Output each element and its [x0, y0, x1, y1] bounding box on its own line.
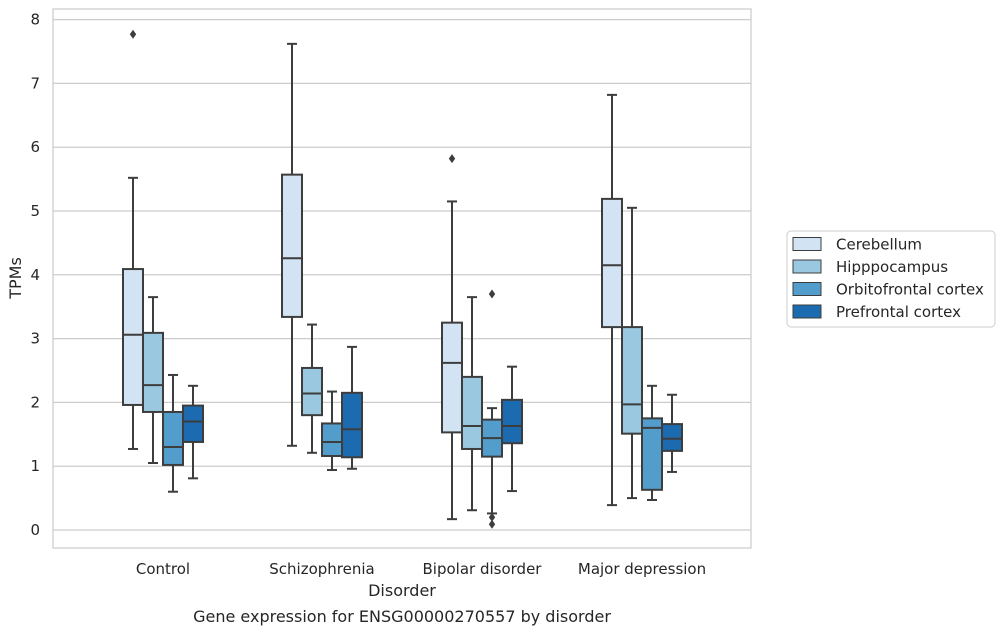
- boxes-layer: [122, 29, 683, 529]
- legend-swatch: [792, 304, 822, 319]
- box-iqr: [142, 331, 164, 413]
- box-iqr: [461, 375, 483, 450]
- box-0-1: [281, 42, 303, 447]
- x-tick-label: Control: [136, 560, 190, 578]
- y-tick-label: 3: [30, 330, 40, 348]
- box-iqr: [641, 417, 663, 491]
- chart-caption: Gene expression for ENSG00000270557 by d…: [193, 607, 611, 626]
- box-3-2: [501, 365, 523, 493]
- box-iqr: [341, 391, 363, 459]
- box-3-1: [341, 345, 363, 470]
- legend-swatch: [792, 259, 822, 274]
- box-iqr: [281, 173, 303, 318]
- x-axis-title: Disorder: [368, 581, 436, 600]
- x-tick-labels: Control Schizophrenia Bipolar disorder Majo…: [136, 560, 706, 578]
- box-0-0: [122, 29, 144, 450]
- legend-frame: [786, 230, 996, 328]
- outlier-point: [129, 29, 137, 39]
- box-2-2: [481, 289, 503, 529]
- box-1-2: [461, 296, 483, 512]
- y-tick-label: 5: [30, 202, 40, 220]
- box-1-0: [142, 296, 164, 465]
- box-iqr: [621, 326, 643, 435]
- legend-label: Cerebellum: [836, 236, 922, 254]
- y-tick-label: 4: [30, 266, 40, 284]
- plot-frame: [52, 8, 752, 549]
- legend-label: Orbitofrontal cortex: [836, 281, 984, 299]
- box-iqr: [162, 410, 184, 466]
- y-tick-label: 0: [30, 521, 40, 539]
- box-2-3: [641, 384, 663, 502]
- box-iqr: [182, 404, 204, 443]
- y-tick-label: 6: [30, 138, 40, 156]
- box-0-2: [441, 154, 463, 521]
- x-tick-label: Bipolar disorder: [423, 560, 543, 578]
- legend-label: Hipppocampus: [836, 258, 948, 276]
- legend: Cerebellum Hipppocampus Orbitofrontal cort…: [786, 230, 996, 328]
- box-3-3: [661, 393, 683, 473]
- legend-label: Prefrontal cortex: [836, 303, 961, 321]
- x-tick-label: Major depression: [578, 560, 706, 578]
- y-tick-label: 8: [30, 11, 40, 29]
- outlier-point: [488, 519, 496, 529]
- box-iqr: [601, 197, 623, 329]
- legend-items: Cerebellum Hipppocampus Orbitofrontal cort…: [792, 236, 984, 321]
- box-1-3: [621, 206, 643, 500]
- x-tick-label: Schizophrenia: [269, 560, 374, 578]
- y-tick-labels: 0 1 2 3 4 5 6 7 8: [30, 11, 40, 539]
- box-3-0: [182, 384, 204, 480]
- outlier-point: [488, 289, 496, 299]
- box-iqr: [441, 321, 463, 434]
- box-iqr: [661, 423, 683, 452]
- legend-swatch: [792, 237, 822, 251]
- outlier-point: [448, 154, 456, 164]
- gridlines: [53, 18, 751, 531]
- y-tick-label: 1: [30, 457, 40, 475]
- y-tick-label: 2: [30, 393, 40, 411]
- box-2-0: [162, 373, 184, 493]
- box-0-3: [601, 93, 623, 507]
- box-iqr: [321, 422, 343, 457]
- y-tick-label: 7: [30, 74, 40, 92]
- box-2-1: [321, 390, 343, 472]
- box-iqr: [501, 398, 523, 445]
- y-axis-title: TPMs: [6, 257, 25, 300]
- box-iqr: [122, 268, 144, 406]
- legend-swatch: [792, 282, 822, 296]
- box-iqr: [301, 366, 323, 417]
- outlier-point: [488, 512, 496, 522]
- box-1-1: [301, 323, 323, 454]
